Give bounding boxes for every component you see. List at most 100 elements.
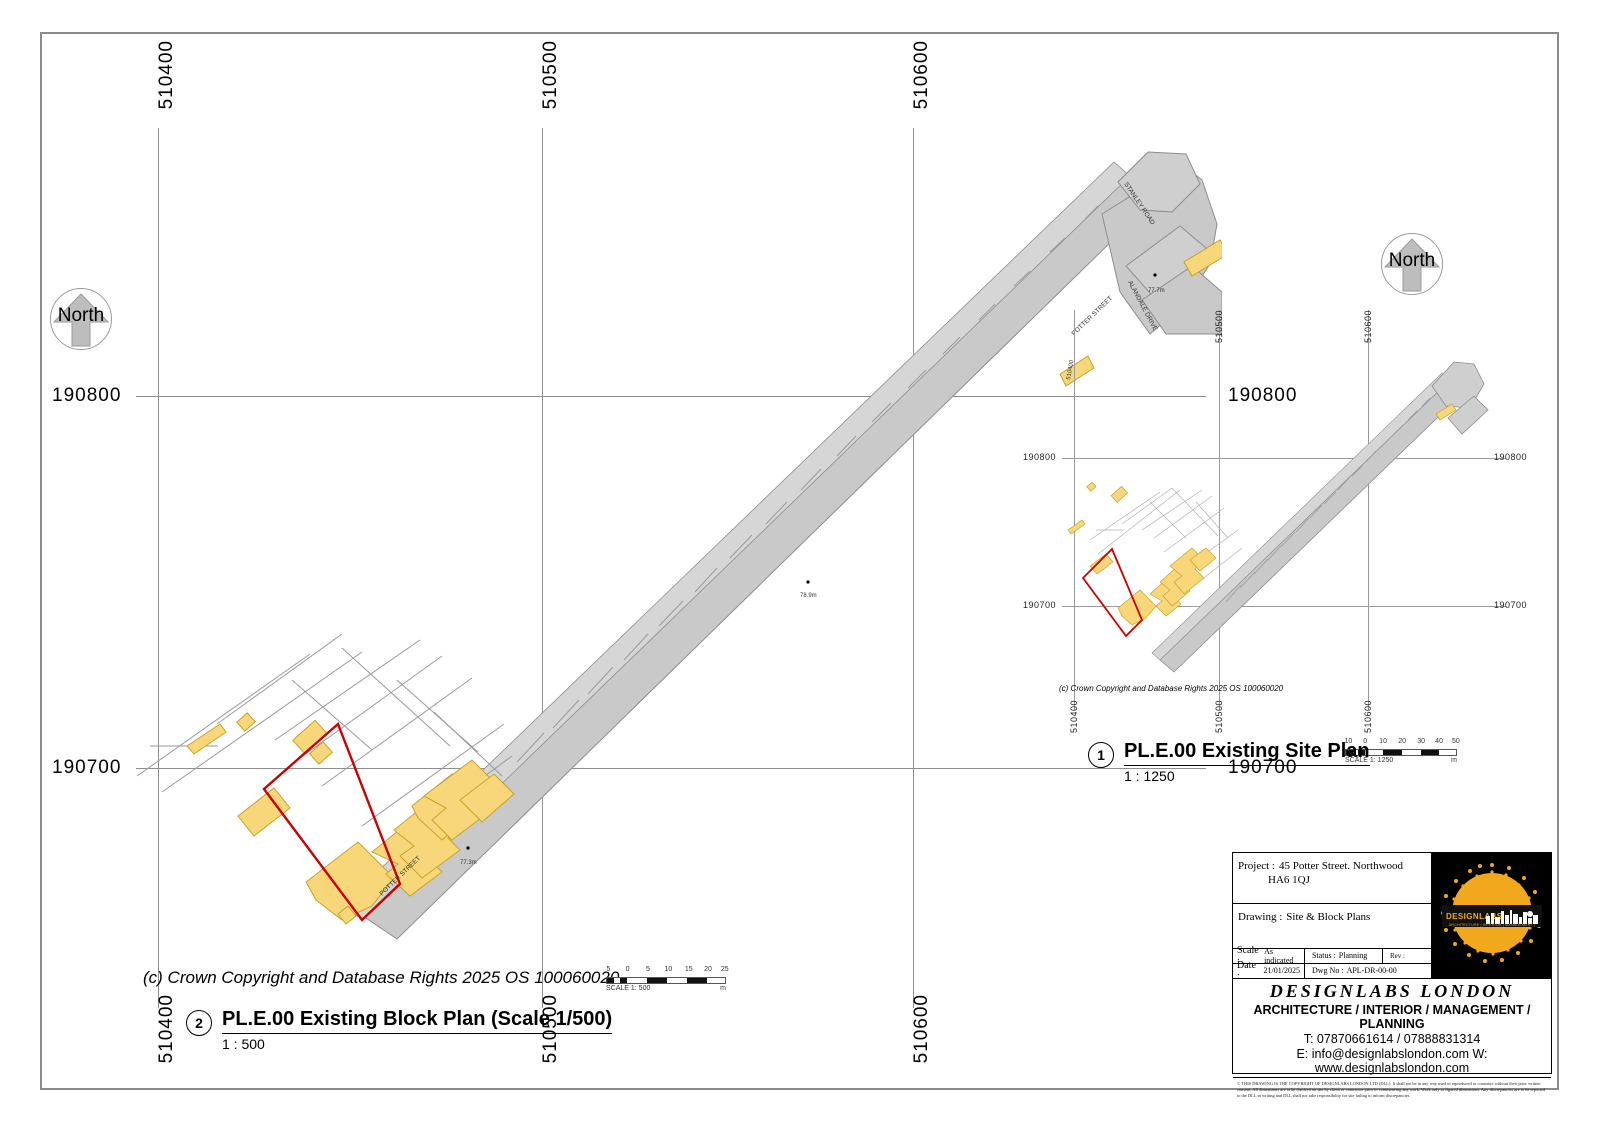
scalebar-unit: m — [1451, 757, 1457, 764]
project-value: 45 Potter Street. Northwood — [1278, 860, 1404, 872]
rev-key: Rev : — [1390, 951, 1405, 960]
inset-grid-label-bottom-510600: 510600 — [1363, 700, 1373, 734]
inset-plot-boundaries — [1089, 487, 1243, 585]
inset-buildings — [1067, 403, 1457, 626]
status-key: Status : — [1312, 951, 1336, 961]
title-block-fields: Project : 45 Potter Street. Northwood HA… — [1233, 853, 1431, 982]
site-plan-big-label-190700: 190700 — [1228, 757, 1298, 778]
date-key: Date : — [1237, 959, 1256, 982]
gridline-190800-main — [136, 396, 1206, 397]
scalebar-tick: 20 — [704, 966, 712, 973]
gridline-510500-main — [542, 128, 543, 1008]
block-plan-title-text: PL.E.00 Existing Block Plan (Scale 1/500… — [222, 1008, 613, 1034]
inset-road-potter-street — [1159, 379, 1465, 673]
gridline-inset-190800 — [1062, 458, 1506, 459]
inset-road-junction — [1431, 361, 1485, 409]
scalebar-tick: 5 — [606, 966, 611, 973]
block-plan-map: 77.7m 78.9m 77.3m POTTER STREET STANLEY … — [42, 34, 1222, 974]
company-logo: DESIGNLABS ARCHITECTURE | INTE — [1431, 853, 1551, 978]
date-cell: Date : 21/01/2025 — [1233, 960, 1305, 982]
spot-height-marker-1 — [1153, 273, 1157, 277]
building-45 — [305, 841, 395, 921]
site-plan-title: 1 PL.E.00 Existing Site Plan 1 : 1250 — [1088, 740, 1370, 784]
rev-cell: Rev : — [1383, 949, 1431, 963]
scalebar-tick: 30 — [1417, 738, 1426, 745]
north-label: North — [1388, 250, 1436, 271]
scalebar-ticks: 5 0 5 10 15 20 25 — [606, 966, 729, 977]
scalebar-unit: m — [720, 985, 726, 992]
grid-label-top-510600: 510600 — [911, 40, 932, 110]
skyline-icon — [1486, 910, 1538, 924]
block-plan-title: 2 PL.E.00 Existing Block Plan (Scale 1/5… — [186, 1008, 613, 1052]
dwgno-value: APL-DR-00-00 — [1346, 966, 1397, 976]
scalebar-bar — [606, 977, 726, 984]
gridline-190700-main — [136, 768, 1206, 769]
grid-label-top-510500: 510500 — [540, 40, 561, 110]
scalebar-tick: 25 — [720, 966, 729, 973]
plot-boundaries — [136, 633, 513, 841]
drawing-number-bubble: 2 — [186, 1010, 212, 1036]
grid-label-bottom-510400: 510400 — [156, 994, 177, 1064]
inset-grid-label-right-190700: 190700 — [1494, 600, 1528, 610]
gridline-inset-510600 — [1368, 310, 1369, 710]
email-web-line: E: info@designlabslondon.com W: www.desi… — [1296, 1047, 1488, 1075]
disciplines-line: ARCHITECTURE / INTERIOR / MANAGEMENT / P… — [1253, 1003, 1531, 1031]
site-plan-title-text: PL.E.00 Existing Site Plan — [1124, 740, 1370, 766]
spot-height-77-3: 77.3m — [460, 860, 477, 866]
gridline-510400-main — [158, 128, 159, 1008]
scalebar-tick: 0 — [625, 966, 630, 973]
date-value: 21/01/2025 — [1263, 966, 1300, 976]
os-grid-inline-510400: 510400 — [1066, 359, 1076, 380]
copyright-site-plan: (c) Crown Copyright and Database Rights … — [1059, 684, 1284, 693]
grid-label-bottom-510600: 510600 — [911, 994, 932, 1064]
inset-site-boundary-outline — [1081, 547, 1144, 638]
spot-height-77-7: 77.7m — [1148, 288, 1165, 294]
telephone-line: T: 07870661614 / 07888831314 — [1303, 1032, 1481, 1046]
inset-grid-label-bottom-510500: 510500 — [1214, 700, 1224, 734]
logo-wordmark: DESIGNLABS — [1446, 911, 1503, 921]
scale-key: Scale : — [1237, 944, 1259, 967]
title-block-lower: DESIGNLABS LONDON ARCHITECTURE / INTERIO… — [1233, 979, 1551, 1099]
status-cell: Status : Planning — [1305, 949, 1383, 963]
inset-grid-label-bottom-510400: 510400 — [1069, 700, 1079, 734]
drawing-key: Drawing : — [1238, 911, 1283, 924]
road-alandale-drive-ext — [1141, 265, 1222, 335]
scalebar-ticks: 10 0 10 20 30 40 50 — [1344, 738, 1459, 749]
scalebar-tick: 5 — [646, 966, 650, 973]
scale-status-rev-row: Scale : As indicated Status : Planning R… — [1233, 945, 1431, 967]
inset-grid-label-left-190700: 190700 — [1023, 600, 1057, 610]
site-boundary-outline — [262, 721, 402, 922]
scalebar-tick: 0 — [1363, 738, 1368, 745]
north-label: North — [57, 305, 105, 326]
drawing-value: Site & Block Plans — [1286, 911, 1371, 924]
project-row: Project : 45 Potter Street. Northwood HA… — [1233, 853, 1431, 905]
gridline-510600-main — [913, 128, 914, 1008]
inset-grid-label-top-510600: 510600 — [1363, 310, 1373, 344]
drawing-number-bubble: 1 — [1088, 742, 1114, 768]
dwgno-cell: Dwg No : APL-DR-00-00 — [1305, 964, 1431, 979]
copyright-block-plan: (c) Crown Copyright and Database Rights … — [143, 968, 620, 987]
status-value: Planning — [1338, 951, 1368, 961]
grid-label-top-510400: 510400 — [156, 40, 177, 110]
scalebar-caption: SCALE 1: 500 — [606, 985, 651, 992]
scale-cell: Scale : As indicated — [1233, 945, 1305, 967]
spot-height-78-9: 78.9m — [800, 593, 817, 599]
site-plan-scale-text: 1 : 1250 — [1124, 768, 1175, 784]
north-arrow-icon — [1383, 238, 1441, 292]
title-block: Project : 45 Potter Street. Northwood HA… — [1232, 852, 1552, 1098]
street-label-potter-street-upper: POTTER STREET — [1071, 295, 1115, 337]
scalebar-block-plan: 5 0 5 10 15 20 25 SCALE 1: 500 m — [606, 966, 729, 992]
site-plan-map — [1050, 340, 1550, 690]
project-key: Project : — [1238, 860, 1275, 872]
scalebar-caption: SCALE 1: 1250 — [1345, 757, 1394, 764]
inset-road-alandale — [1447, 395, 1489, 435]
north-arrow-icon — [52, 293, 110, 347]
scalebar-tick: 10 — [1379, 738, 1387, 745]
scale-value: As indicated — [1264, 946, 1294, 965]
scalebar-tick: 10 — [1344, 738, 1353, 745]
road-stanley-road — [1117, 151, 1201, 213]
road-potter-street — [359, 173, 1161, 940]
logo-tagline: ARCHITECTURE | INTERIOR | MANAGEMENT | P… — [1448, 923, 1536, 931]
dwgno-key: Dwg No : — [1312, 966, 1344, 976]
